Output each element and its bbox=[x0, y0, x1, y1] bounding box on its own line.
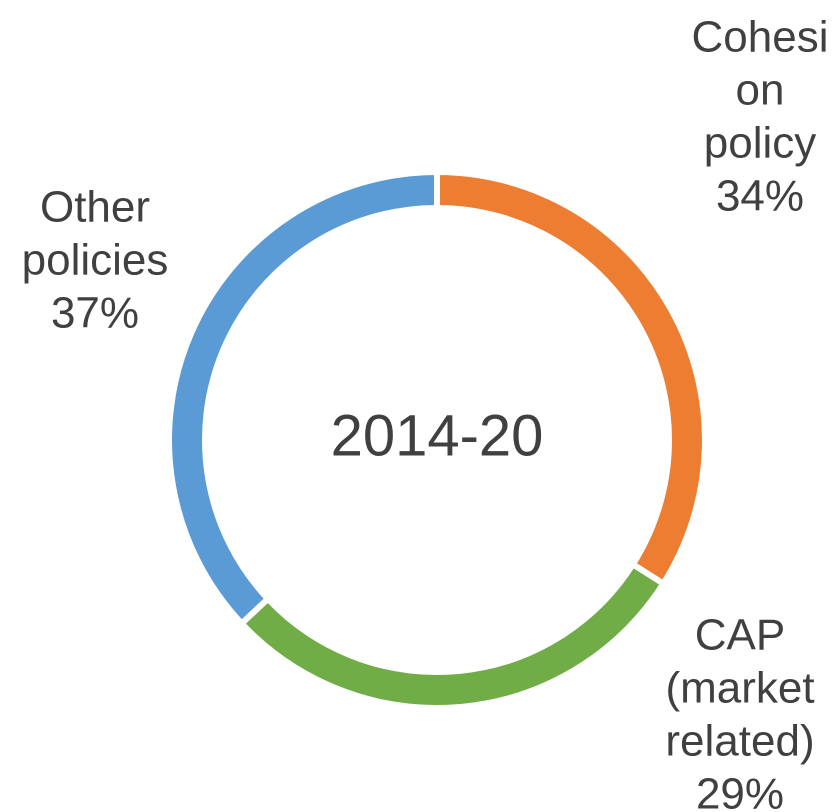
segment-label: policies bbox=[22, 236, 169, 285]
segment-label: policy bbox=[704, 119, 817, 168]
segment-label: Cohesi bbox=[692, 13, 829, 62]
segment-label: related) bbox=[665, 717, 814, 766]
donut-segment bbox=[166, 168, 440, 628]
donut-segment bbox=[237, 560, 668, 711]
value-label: 34% bbox=[716, 172, 804, 221]
segment-label: Other bbox=[40, 183, 150, 232]
center-label: 2014-20 bbox=[331, 403, 544, 468]
value-label: 37% bbox=[51, 289, 139, 338]
value-label: 29% bbox=[696, 770, 784, 812]
segment-label: CAP bbox=[695, 611, 785, 660]
donut-segment bbox=[434, 168, 708, 588]
segment-label: on bbox=[736, 66, 785, 115]
segment-label: (market bbox=[665, 664, 814, 713]
